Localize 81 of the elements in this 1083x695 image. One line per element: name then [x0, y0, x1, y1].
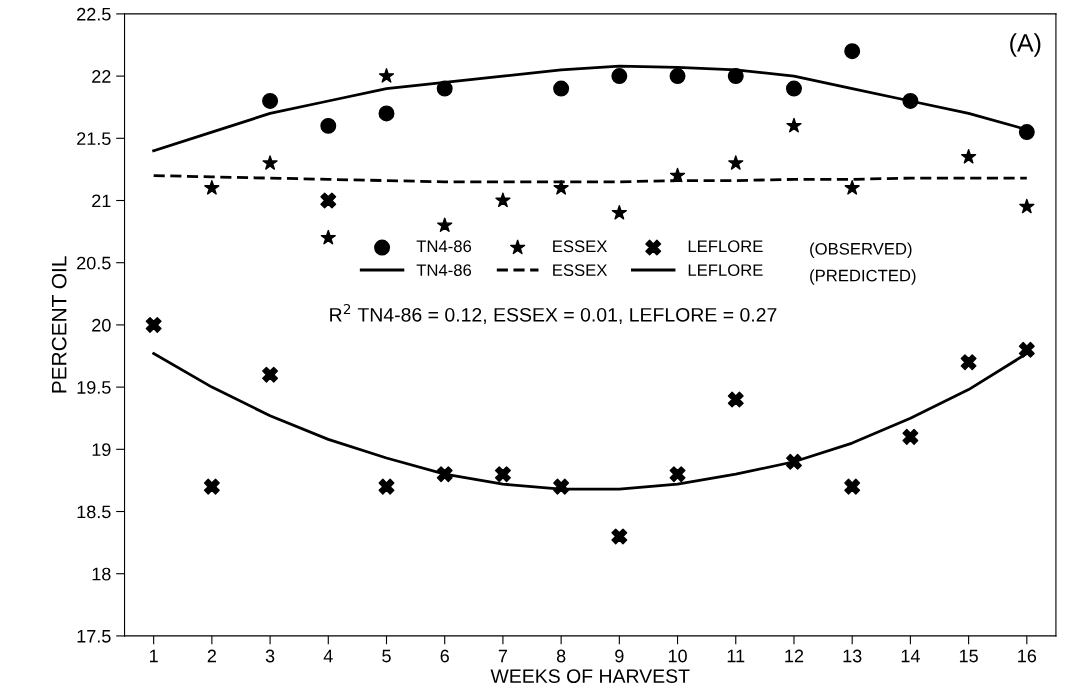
legend-label: TN4-86: [416, 264, 472, 277]
x-tick-label: 8: [556, 649, 566, 663]
legend-label: ESSEX: [553, 240, 608, 253]
legend-label: ESSEX: [553, 264, 608, 277]
point: [728, 155, 744, 170]
x-tick-label: 4: [323, 649, 333, 663]
x-tick-label: 11: [727, 649, 745, 663]
x-tick-label: 2: [207, 649, 216, 663]
point: [436, 466, 453, 483]
y-tick-label: 19.5: [77, 381, 111, 394]
y-tick-label: 20: [92, 318, 111, 332]
point: [844, 478, 861, 495]
y-tick-label: 22: [92, 70, 111, 83]
point: [494, 466, 511, 483]
x-tick-label: 16: [1018, 649, 1037, 663]
x-tick-label: 1: [150, 649, 158, 663]
point: [1019, 198, 1035, 214]
point: [320, 229, 336, 245]
y-tick-label: 17.5: [77, 630, 111, 643]
point: [669, 466, 686, 483]
point: [727, 391, 744, 408]
point: [844, 180, 860, 195]
point: [1018, 341, 1035, 358]
point: [785, 80, 802, 97]
point: [145, 316, 162, 333]
point: [320, 192, 337, 209]
point: [495, 192, 511, 208]
x-tick-label: 12: [785, 649, 804, 663]
annotation: (A): [1010, 33, 1041, 57]
point: [669, 68, 686, 85]
point: [553, 478, 570, 495]
x-tick-label: 15: [959, 649, 978, 663]
y-tick-label: 21.5: [77, 132, 111, 146]
x-tick-label: 9: [615, 649, 624, 663]
point: [960, 148, 977, 164]
y-tick-label: 18: [92, 567, 111, 581]
point: [378, 478, 395, 495]
y-tick-label: 18.5: [77, 505, 111, 519]
x-axis-title: WEEKS OF HARVEST: [490, 669, 690, 684]
y-tick-label: 20.5: [77, 256, 111, 270]
point: [203, 478, 220, 495]
point: [378, 105, 395, 122]
point: [611, 204, 627, 220]
point: [262, 93, 279, 109]
point: [262, 155, 278, 170]
point: [262, 366, 279, 383]
point: [669, 167, 686, 183]
point: [320, 117, 337, 134]
x-tick-label: 5: [382, 649, 391, 663]
y-tick-label: 19: [92, 443, 111, 457]
point: [553, 180, 569, 195]
point: [204, 180, 220, 195]
point: [1018, 124, 1035, 141]
x-tick-label: 7: [498, 649, 508, 663]
x-tick-label: 14: [901, 649, 920, 663]
point: [844, 43, 861, 60]
point: [902, 93, 919, 109]
point: [553, 80, 570, 97]
point: [902, 428, 919, 445]
x-tick-label: 6: [440, 649, 449, 663]
point: [378, 68, 395, 83]
x-tick-label: 13: [843, 649, 862, 663]
point: [727, 68, 744, 85]
legend-label: LEFLORE: [688, 264, 763, 277]
point: [437, 217, 453, 232]
x-tick-label: 10: [668, 649, 687, 663]
legend-label: TN4-86: [416, 240, 472, 253]
annotation: (OBSERVED): [810, 242, 912, 259]
annotation: (PREDICTED): [810, 269, 916, 285]
y-axis-title: PERCENT OIL: [51, 256, 67, 393]
legend-label: LEFLORE: [688, 240, 763, 253]
x-tick-label: 3: [265, 649, 275, 663]
point: [611, 528, 628, 545]
y-tick-label: 22.5: [77, 7, 111, 21]
point: [611, 68, 628, 85]
point: [436, 80, 453, 97]
point: [785, 453, 802, 470]
point: [786, 117, 802, 133]
point: [960, 354, 977, 371]
annotation: R$^{2}$ TN4-86 = 0.12, ESSEX = 0.01, LEFLORE = 0.27: [330, 303, 777, 324]
y-tick-label: 21: [92, 194, 111, 208]
